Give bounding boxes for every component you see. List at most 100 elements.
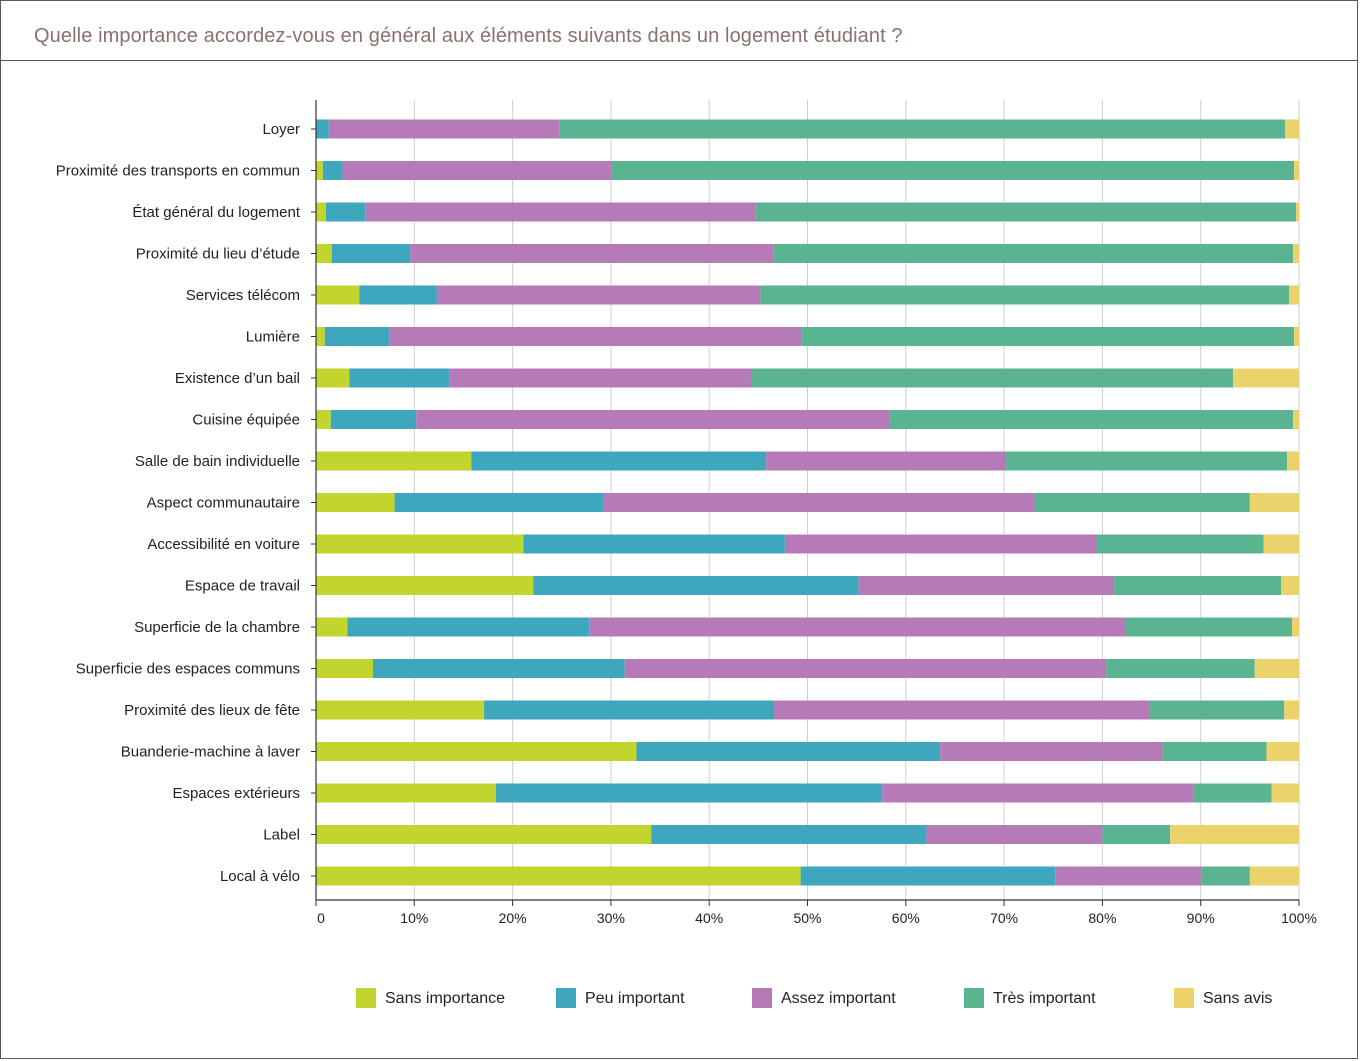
category-label: Services télécom: [186, 287, 300, 304]
bar-segment: [611, 161, 1295, 180]
legend-label: Peu important: [585, 990, 685, 1007]
bar-segment: [328, 119, 560, 139]
x-tick-label: 70%: [990, 910, 1018, 926]
x-tick-label: 90%: [1187, 910, 1215, 926]
category-label: Loyer: [262, 121, 300, 138]
bar-segment: [316, 534, 524, 554]
bar-segment: [800, 866, 1056, 886]
bar-segment: [603, 493, 1035, 512]
legend-swatch: [1174, 988, 1194, 1008]
bar-segment: [373, 659, 625, 678]
legend-label: Sans avis: [1203, 990, 1273, 1007]
bar-segment: [1287, 451, 1299, 471]
bar-segment: [316, 410, 331, 429]
bar-segment: [1149, 700, 1285, 720]
category-label: Cuisine équipée: [192, 412, 300, 429]
bar-segment: [1254, 659, 1299, 678]
bar-segment: [316, 617, 348, 637]
category-label: Espaces extérieurs: [172, 785, 300, 802]
bar-segment: [624, 659, 1107, 678]
category-label: Proximité des lieux de fête: [124, 702, 300, 719]
bar-segment: [926, 825, 1103, 844]
bar-segment: [316, 783, 496, 803]
category-label: Proximité des transports en commun: [56, 163, 300, 180]
bar-segment: [316, 368, 350, 388]
bar-segment: [559, 119, 1286, 139]
bar-segment: [1096, 534, 1264, 554]
bar-segment: [1249, 866, 1299, 886]
bar-segment: [1162, 742, 1267, 761]
bar-segment: [365, 202, 756, 222]
legend-label: Sans importance: [385, 990, 506, 1007]
bar-segment: [1055, 866, 1202, 886]
category-label: État général du logement: [132, 204, 300, 221]
bar-segment: [349, 368, 450, 388]
bar-segment: [1284, 700, 1299, 720]
bar-segment: [1125, 617, 1293, 637]
bar-segment: [316, 119, 329, 139]
bar-segment: [316, 451, 472, 471]
bar-segment: [940, 742, 1163, 761]
bar-segment: [1106, 659, 1255, 678]
bar-segment: [755, 202, 1297, 222]
bar-segment: [523, 534, 785, 554]
x-tick-label: 0: [317, 910, 325, 926]
bar-segment: [316, 244, 332, 263]
bar-segment: [774, 700, 1150, 720]
bar-segment: [889, 410, 1294, 429]
legend-swatch: [964, 988, 984, 1008]
bar-segment: [347, 617, 590, 637]
chart-title: Quelle importance accordez-vous en génér…: [34, 25, 903, 47]
bar-segment: [316, 866, 801, 886]
category-label: Lumière: [246, 329, 300, 346]
bar-segment: [416, 410, 890, 429]
bar-segment: [316, 202, 326, 222]
bar-segment: [589, 617, 1126, 637]
bar-segment: [801, 327, 1295, 346]
x-tick-label: 60%: [892, 910, 920, 926]
bar-segment: [316, 700, 485, 720]
bar-segment: [342, 161, 612, 180]
bar-segment: [1193, 783, 1272, 803]
legend-label: Assez important: [781, 990, 896, 1007]
bar-segment: [1201, 866, 1250, 886]
x-tick-label: 10%: [400, 910, 428, 926]
bar-segment: [1266, 742, 1299, 761]
x-tick-label: 50%: [793, 910, 821, 926]
legend-swatch: [356, 988, 376, 1008]
bar-segment: [1293, 244, 1299, 263]
x-tick-label: 100%: [1281, 910, 1317, 926]
bar-segment: [359, 285, 437, 305]
bar-segment: [636, 742, 941, 761]
category-label: Buanderie-machine à laver: [121, 744, 300, 761]
axes: 0 10% 20% 30% 40% 50% 60% 70% 80% 90% 100%: [311, 100, 1317, 926]
bar-segment: [1170, 825, 1299, 844]
bar-segment: [316, 161, 323, 180]
bar-segment: [882, 783, 1194, 803]
bar-segment: [1285, 119, 1299, 139]
bar-segment: [324, 327, 390, 346]
title-bar: Quelle importance accordez-vous en génér…: [1, 1, 1357, 61]
bar-segment: [325, 202, 366, 222]
bar-segment: [1114, 576, 1282, 595]
bar-segment: [436, 285, 761, 305]
category-label: Label: [263, 827, 300, 844]
category-label: Accessibilité en voiture: [147, 536, 300, 553]
bar-segment: [1233, 368, 1299, 388]
bar-segment: [1006, 451, 1288, 471]
legend: Sans importance Peu important Assez import…: [0, 988, 1360, 1012]
bar-segment: [330, 410, 417, 429]
x-tick-label: 20%: [499, 910, 527, 926]
bar-segment: [316, 659, 374, 678]
bar-segment: [394, 493, 604, 512]
x-tick-label: 30%: [597, 910, 625, 926]
bar-segment: [1289, 285, 1299, 305]
x-tick-label: 40%: [695, 910, 723, 926]
bar-segment: [316, 742, 637, 761]
category-labels: Loyer Proximité des transports en commun É…: [56, 121, 301, 885]
bar-segment: [449, 368, 752, 388]
category-label: Superficie des espaces communs: [76, 661, 300, 678]
category-label: Aspect communautaire: [147, 495, 300, 512]
bar-segment: [1102, 825, 1171, 844]
category-label: Espace de travail: [185, 578, 300, 595]
